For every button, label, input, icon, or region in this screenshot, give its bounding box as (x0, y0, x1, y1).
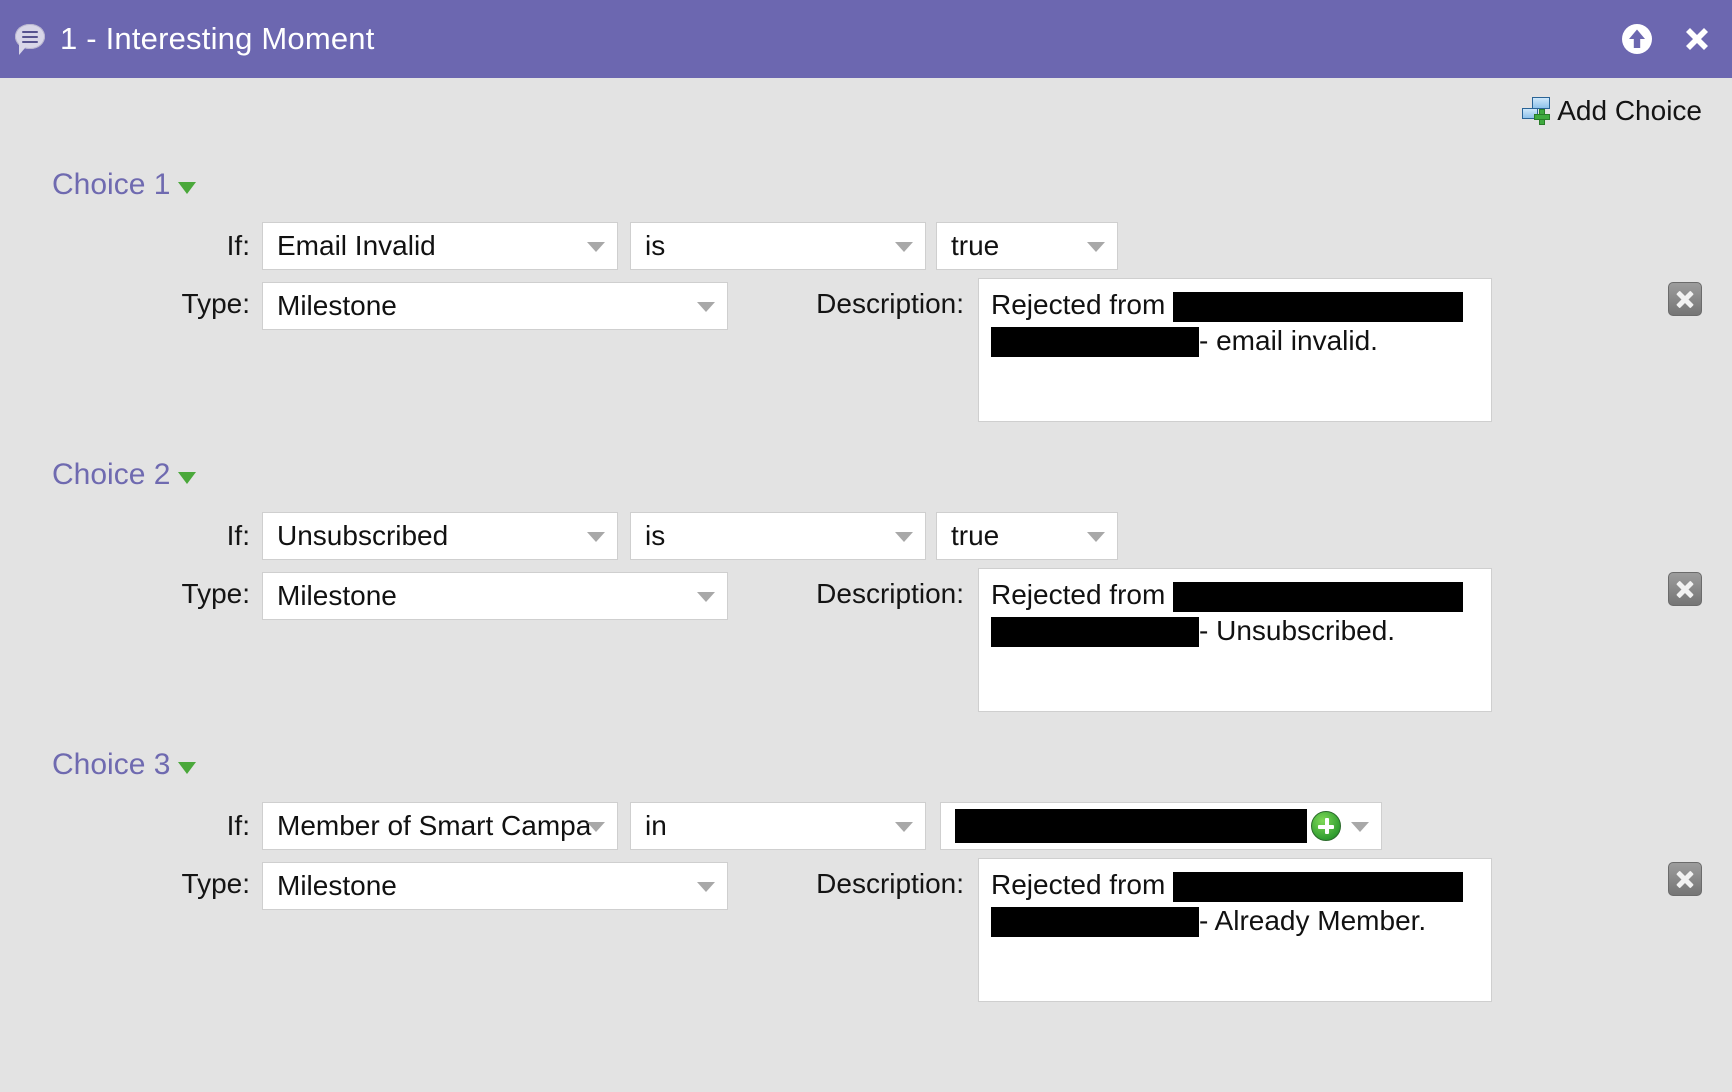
condition-row-3: If: Member of Smart Campa in (0, 802, 1732, 850)
description-suffix-2: - Unsubscribed. (1199, 614, 1396, 646)
redaction-bar (955, 809, 1307, 843)
description-line-1a: Rejected from (991, 289, 1464, 322)
if-operator-select-2[interactable]: is (630, 512, 926, 560)
chevron-down-icon (895, 532, 913, 542)
description-textarea-1[interactable]: Rejected from - email invalid. (978, 278, 1492, 422)
redaction-bar (1173, 581, 1464, 612)
description-line-1b: - email invalid. (991, 324, 1378, 358)
choice-block-2: Choice 2 If: Unsubscribed is true Type: … (0, 460, 1732, 712)
chevron-down-icon (1087, 242, 1105, 252)
chevron-down-icon (697, 882, 715, 892)
choice-header-3: Choice 3 (0, 750, 1732, 780)
redaction-bar (991, 617, 1199, 648)
type-value-2: Milestone (277, 580, 397, 611)
add-choice-button[interactable]: Add Choice (1521, 96, 1702, 126)
choices-panel: Add Choice Choice 1 If: Email Invalid is… (0, 78, 1732, 1092)
choice-block-1: Choice 1 If: Email Invalid is true Type:… (0, 170, 1732, 422)
chevron-down-icon (1351, 822, 1369, 832)
delete-choice-button-3[interactable] (1668, 862, 1702, 896)
if-operator-select-1[interactable]: is (630, 222, 926, 270)
chevron-down-icon (895, 242, 913, 252)
if-field-select-2[interactable]: Unsubscribed (262, 512, 618, 560)
speech-bubble-icon (14, 24, 48, 55)
choice-block-3: Choice 3 If: Member of Smart Campa in Ty… (0, 750, 1732, 1002)
type-select-2[interactable]: Milestone (262, 572, 728, 620)
if-value-select-2[interactable]: true (936, 512, 1118, 560)
type-label-2: Type: (181, 578, 250, 609)
if-value-select-1[interactable]: true (936, 222, 1118, 270)
type-description-row-3: Type: Milestone Description: Rejected fr… (0, 858, 1732, 1002)
if-field-value-1: Email Invalid (277, 230, 436, 261)
delete-choice-button-2[interactable] (1668, 572, 1702, 606)
choice-title-2[interactable]: Choice 2 (52, 458, 171, 491)
type-value-1: Milestone (277, 290, 397, 321)
choice-header-1: Choice 1 (0, 170, 1732, 200)
if-operator-select-3[interactable]: in (630, 802, 926, 850)
chevron-down-icon (1087, 532, 1105, 542)
if-field-value-2: Unsubscribed (277, 520, 449, 551)
redaction-bar (991, 327, 1199, 358)
chevron-down-icon (587, 532, 605, 542)
description-suffix-3: - Already Member. (1199, 904, 1427, 936)
if-label-3: If: (226, 810, 250, 841)
chevron-down-icon (587, 822, 605, 832)
type-select-1[interactable]: Milestone (262, 282, 728, 330)
description-line-3a: Rejected from (991, 869, 1464, 902)
type-description-row-1: Type: Milestone Description: Rejected fr… (0, 278, 1732, 422)
description-textarea-3[interactable]: Rejected from - Already Member. (978, 858, 1492, 1002)
type-select-3[interactable]: Milestone (262, 862, 728, 910)
chevron-down-icon (697, 302, 715, 312)
description-label-3: Description: (816, 868, 964, 899)
description-suffix-1: - email invalid. (1199, 324, 1378, 356)
description-line-3b: - Already Member. (991, 904, 1427, 938)
choice-header-2: Choice 2 (0, 460, 1732, 490)
chevron-down-icon (895, 822, 913, 832)
if-value-select-3[interactable] (940, 802, 1382, 850)
redaction-bar (991, 907, 1199, 938)
redaction-bar (1173, 871, 1464, 902)
collapse-triangle-icon[interactable] (178, 761, 197, 774)
description-textarea-2[interactable]: Rejected from - Unsubscribed. (978, 568, 1492, 712)
if-field-select-3[interactable]: Member of Smart Campa (262, 802, 618, 850)
if-operator-value-3: in (645, 810, 667, 841)
collapse-triangle-icon[interactable] (178, 471, 197, 484)
condition-row-1: If: Email Invalid is true (0, 222, 1732, 270)
description-label-1: Description: (816, 288, 964, 319)
choice-title-1[interactable]: Choice 1 (52, 168, 171, 201)
type-label-3: Type: (181, 868, 250, 899)
window-titlebar: 1 - Interesting Moment (0, 0, 1732, 78)
if-field-select-1[interactable]: Email Invalid (262, 222, 618, 270)
if-operator-value-1: is (645, 230, 666, 261)
condition-row-2: If: Unsubscribed is true (0, 512, 1732, 560)
if-operator-value-2: is (645, 520, 666, 551)
close-x-icon[interactable] (1680, 22, 1714, 56)
toolbar: Add Choice (0, 78, 1732, 126)
if-label-1: If: (226, 230, 250, 261)
add-node-plus-icon (1521, 96, 1553, 126)
chevron-down-icon (697, 592, 715, 602)
window-title: 1 - Interesting Moment (60, 21, 375, 56)
chevron-down-icon (587, 242, 605, 252)
description-label-2: Description: (816, 578, 964, 609)
add-choice-label: Add Choice (1557, 95, 1702, 126)
if-label-2: If: (226, 520, 250, 551)
description-prefix-3: Rejected from (991, 869, 1174, 900)
titlebar-actions (1620, 22, 1714, 56)
description-prefix-1: Rejected from (991, 289, 1174, 320)
type-value-3: Milestone (277, 870, 397, 901)
if-field-value-3: Member of Smart Campa (277, 810, 592, 841)
if-value-value-2: true (951, 520, 1000, 551)
add-circle-plus-icon[interactable] (1311, 811, 1341, 841)
type-description-row-2: Type: Milestone Description: Rejected fr… (0, 568, 1732, 712)
if-value-value-1: true (951, 230, 1000, 261)
up-arrow-circle-icon[interactable] (1620, 22, 1654, 56)
description-line-2b: - Unsubscribed. (991, 614, 1396, 648)
delete-choice-button-1[interactable] (1668, 282, 1702, 316)
type-label-1: Type: (181, 288, 250, 319)
redaction-bar (1173, 291, 1464, 322)
choice-title-3[interactable]: Choice 3 (52, 748, 171, 781)
description-line-2a: Rejected from (991, 579, 1464, 612)
collapse-triangle-icon[interactable] (178, 181, 197, 194)
description-prefix-2: Rejected from (991, 579, 1174, 610)
